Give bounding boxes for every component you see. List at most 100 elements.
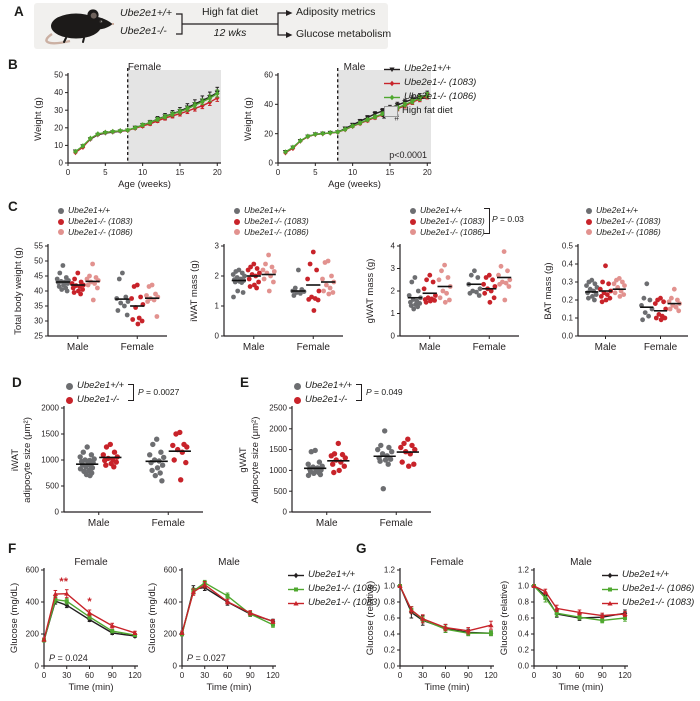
legend-item: Ube2e1-/- (1083) [288, 597, 380, 608]
svg-text:30: 30 [34, 317, 43, 326]
panel-g-label: G [356, 541, 367, 556]
svg-text:60: 60 [85, 671, 94, 680]
p-value-text: P = 0.027 [187, 653, 226, 663]
svg-text:Time (min): Time (min) [206, 682, 251, 693]
svg-text:45: 45 [34, 272, 43, 281]
svg-text:90: 90 [108, 671, 117, 680]
legend-item: Ube2e1+/+ [58, 205, 133, 215]
chart-iwat-adipocyte-size: 0 500 1000 1500 2000 iWAT adipocyte size (μm²)… [10, 404, 203, 529]
svg-text:30: 30 [54, 106, 63, 115]
group-ube2e1-1086- [611, 276, 627, 299]
svg-text:0: 0 [391, 332, 396, 341]
category-label: Male [595, 342, 617, 353]
group-ube2e1- [584, 277, 600, 303]
category-label: Male [419, 342, 441, 353]
group-ube2e1-1086- [320, 258, 337, 297]
group-ube2e1- [290, 267, 307, 298]
svg-text:BAT mass (g): BAT mass (g) [543, 262, 554, 319]
svg-text:600: 600 [26, 566, 40, 575]
svg-text:50: 50 [34, 257, 43, 266]
svg-text:2000: 2000 [269, 424, 287, 433]
group-ube2e1- [396, 436, 419, 469]
svg-text:15: 15 [385, 168, 394, 177]
legend-item: Ube2e1-/- (1083) [234, 216, 309, 226]
group-ube2e1-1086- [144, 282, 161, 319]
group-ube2e1-1086- [436, 262, 453, 305]
svg-text:Glucose (mg/dL): Glucose (mg/dL) [147, 583, 158, 653]
panel-a-label: A [14, 4, 24, 19]
group-ube2e1-1083- [245, 261, 262, 291]
legend-label: Ube2e1-/- (1086) [420, 226, 485, 237]
group-ube2e1-1083- [421, 272, 438, 305]
arrowhead-top [286, 10, 293, 16]
svg-text:0: 0 [42, 671, 47, 680]
significance-annotation: * [87, 596, 92, 608]
svg-text:10: 10 [54, 141, 63, 150]
svg-text:1: 1 [215, 302, 220, 311]
gwat-size-p-value: P = 0.049 [366, 387, 403, 397]
svg-text:Time (min): Time (min) [558, 682, 603, 693]
p-value-text: P = 0.024 [49, 653, 88, 663]
legend-bat-mass: Ube2e1+/+ Ube2e1-/- (1083) Ube2e1-/- (1086… [586, 205, 661, 239]
svg-text:400: 400 [164, 598, 178, 607]
legend-label: Ube2e1+/+ [622, 569, 670, 580]
category-label: Female [121, 342, 155, 353]
group-ube2e1- [406, 275, 423, 312]
diet-label: High fat diet [201, 6, 259, 18]
legend-itt-charts: Ube2e1+/+ Ube2e1-/- (1086) Ube2e1-/- (1083… [602, 569, 694, 612]
chart-gwat-mass: 0 1 2 3 4 gWAT mass (g) Male Female [365, 242, 519, 353]
svg-text:30: 30 [552, 671, 561, 680]
legend-item: Ube2e1+/+ [66, 380, 124, 391]
legend-label: Ube2e1+/+ [596, 205, 639, 215]
panel-b-label: B [8, 57, 18, 72]
significance-annotation: * [382, 114, 387, 126]
svg-text:0.1: 0.1 [562, 314, 574, 323]
svg-text:3: 3 [215, 242, 220, 251]
legend-label: Ube2e1-/- (1083) [68, 215, 133, 226]
svg-text:0: 0 [173, 662, 178, 671]
group-ube2e1-1083- [69, 270, 86, 297]
genotype-knockout-label: Ube2e1-/- [120, 25, 167, 37]
svg-text:3: 3 [391, 264, 396, 273]
svg-text:0.4: 0.4 [518, 630, 530, 639]
category-label: Male [316, 518, 338, 529]
svg-text:0.2: 0.2 [562, 296, 574, 305]
svg-text:0.8: 0.8 [518, 598, 530, 607]
chart-title: Male [344, 62, 366, 73]
mouse-illustration [45, 9, 115, 45]
category-label: Male [67, 342, 89, 353]
genotype-wildtype-label: Ube2e1+/+ [120, 7, 172, 19]
svg-text:20: 20 [213, 168, 222, 177]
svg-text:1500: 1500 [269, 445, 287, 454]
svg-text:40: 40 [54, 88, 63, 97]
flow-connectors [176, 10, 293, 38]
dot-swatch-icon [586, 218, 592, 225]
svg-text:1.2: 1.2 [518, 566, 530, 575]
svg-text:Time (min): Time (min) [68, 682, 113, 693]
series-ube2e1-1083- [179, 581, 276, 635]
svg-text:iWAT: iWAT [10, 449, 21, 471]
svg-text:0.8: 0.8 [384, 598, 396, 607]
group-ube2e1-1083- [305, 249, 322, 313]
dot-swatch-icon [234, 229, 240, 236]
svg-text:Glucose (relative): Glucose (relative) [499, 581, 510, 655]
legend-label: Ube2e1+/+ [308, 569, 356, 580]
svg-text:gWAT mass (g): gWAT mass (g) [365, 259, 376, 324]
svg-text:0.6: 0.6 [518, 614, 530, 623]
group-ube2e1-1083- [129, 282, 146, 327]
svg-text:1.2: 1.2 [384, 566, 396, 575]
line-swatch-icon [288, 600, 304, 606]
svg-text:20: 20 [423, 168, 432, 177]
group-ube2e1-1086- [260, 252, 277, 294]
chart-total-body-weight: 25 30 35 40 45 50 55 Total body weight (g) Male F… [13, 242, 167, 353]
line-swatch-icon [384, 94, 400, 100]
chart-title: Male [218, 557, 240, 568]
svg-text:500: 500 [46, 482, 60, 491]
chart-gwat-adipocyte-size: 0 500 1000 1500 2000 2500 gWAT Adipocyte size (… [238, 404, 431, 529]
svg-text:1.0: 1.0 [384, 582, 396, 591]
svg-text:35: 35 [34, 302, 43, 311]
group-ube2e1- [327, 440, 350, 476]
arrowhead-bottom [286, 32, 293, 38]
svg-text:0: 0 [215, 332, 220, 341]
line-swatch-icon [602, 587, 618, 592]
